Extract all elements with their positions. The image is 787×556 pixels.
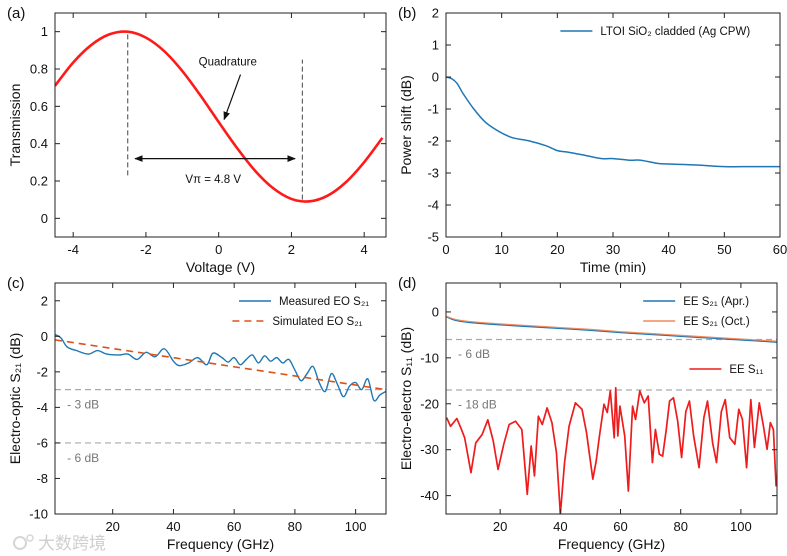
y-tick-label: 0.6 (30, 99, 48, 114)
y-axis-label: Electro-electro S₁₁ (dB) (398, 327, 414, 470)
y-tick-label: 0 (41, 211, 48, 226)
panel-label: (a) (7, 5, 25, 22)
legend: EE S₁₁ (689, 364, 763, 376)
x-tick-label: 0 (215, 242, 222, 257)
watermark-logo-icon (13, 534, 34, 550)
y-tick-label: -10 (420, 350, 439, 365)
x-tick-label: 2 (288, 242, 295, 257)
panel-c: - 3 dB - 6 dB 20 40 60 80 100 -10 -8 -6 -4 -2 0 2 Freq… (7, 275, 387, 552)
reference-label: - 18 dB (458, 398, 497, 412)
y-tick-label: -3 (427, 166, 439, 181)
y-tick-label: 2 (41, 293, 48, 308)
x-axis-label: Time (min) (580, 259, 646, 275)
y-tick-label: -20 (420, 396, 439, 411)
panel-a: Quadrature Vπ = 4.8 V -4 -2 0 2 4 0 0.2 0.4 0.6 0.8… (7, 5, 387, 275)
y-tick-label: 0.8 (30, 62, 48, 77)
y-tick-label: -8 (36, 471, 48, 486)
legend: Measured EO S₂₁ Simulated EO S₂₁ (232, 296, 369, 328)
x-tick-label: 40 (553, 519, 567, 534)
x-tick-label: 80 (673, 519, 687, 534)
y-tick-label: 0.4 (30, 136, 48, 151)
axes-box (54, 282, 387, 515)
series-line (55, 339, 386, 391)
x-tick-label: 20 (550, 242, 564, 257)
axes-box (54, 12, 387, 238)
legend-label: EE S₂₁ (Oct.) (683, 316, 750, 328)
annotation-text: Vπ = 4.8 V (185, 174, 241, 186)
y-axis-label: Transmission (7, 84, 23, 167)
y-axis-label: Electro-optic S₂₁ (dB) (7, 333, 23, 465)
series-line (55, 333, 386, 402)
y-tick-label: 0 (432, 304, 439, 319)
legend: EE S₂₁ (Apr.) EE S₂₁ (Oct.) (643, 296, 750, 328)
annotation-text: Quadrature (199, 56, 257, 68)
x-tick-label: 60 (613, 519, 627, 534)
y-tick-label: -5 (427, 230, 439, 245)
x-tick-label: 60 (227, 519, 241, 534)
reference-label: - 3 dB (67, 398, 99, 412)
y-axis-label: Power shift (dB) (398, 75, 414, 175)
y-tick-label: 0 (432, 70, 439, 85)
y-tick-label: -10 (29, 507, 48, 522)
annotation-arrow (223, 74, 242, 121)
x-axis-label: Frequency (GHz) (558, 536, 665, 552)
y-tick-label: -2 (427, 134, 439, 149)
series-line (446, 386, 777, 514)
x-tick-label: -2 (140, 242, 152, 257)
series-line (446, 315, 777, 342)
series-line (446, 76, 780, 168)
legend-label: LTOI SiO₂ cladded (Ag CPW) (600, 26, 750, 38)
y-tick-label: 0 (41, 329, 48, 344)
y-tick-label: -40 (420, 488, 439, 503)
x-tick-label: 4 (361, 242, 368, 257)
panel-label: (b) (398, 5, 416, 22)
y-tick-label: -4 (427, 198, 439, 213)
x-tick-label: 40 (166, 519, 180, 534)
x-tick-label: 40 (661, 242, 675, 257)
x-tick-label: 10 (494, 242, 508, 257)
legend: LTOI SiO₂ cladded (Ag CPW) (560, 26, 750, 38)
watermark: 大数跨境 (38, 534, 106, 553)
y-tick-label: -1 (427, 102, 439, 117)
reference-label: - 6 dB (458, 347, 490, 361)
y-tick-label: 1 (432, 38, 439, 53)
x-tick-label: 0 (442, 242, 449, 257)
axes-box (445, 282, 778, 515)
x-tick-label: 50 (717, 242, 731, 257)
reference-label: - 6 dB (67, 451, 99, 465)
x-tick-label: 100 (345, 519, 367, 534)
x-tick-label: 20 (105, 519, 119, 534)
y-tick-label: -4 (36, 400, 48, 415)
x-tick-label: 20 (493, 519, 507, 534)
series-line (55, 30, 384, 203)
y-tick-label: -6 (36, 435, 48, 450)
x-tick-label: 30 (606, 242, 620, 257)
x-axis-label: Voltage (V) (186, 259, 255, 275)
panel-d: - 6 dB - 18 dB 20 40 60 80 100 -40 -30 -20 -10 0 Fre… (398, 275, 778, 552)
panel-label: (d) (398, 275, 416, 292)
panel-label: (c) (7, 275, 25, 292)
series-line (446, 315, 777, 343)
y-tick-label: 1 (41, 24, 48, 39)
y-tick-label: -30 (420, 442, 439, 457)
axes-box (445, 12, 781, 238)
x-tick-label: 60 (773, 242, 787, 257)
legend-label: EE S₁₁ (729, 364, 763, 376)
x-tick-label: 80 (288, 519, 302, 534)
legend-label: Measured EO S₂₁ (279, 296, 369, 308)
x-tick-label: 100 (730, 519, 752, 534)
y-tick-label: 2 (432, 6, 439, 21)
legend-label: EE S₂₁ (Apr.) (683, 296, 749, 308)
x-axis-label: Frequency (GHz) (167, 536, 274, 552)
legend-label: Simulated EO S₂₁ (272, 316, 362, 328)
y-tick-label: 0.2 (30, 174, 48, 189)
panel-b: 0 10 20 30 40 50 60 -5 -4 -3 -2 -1 0 1 2 Time (min) Powe… (398, 5, 787, 275)
y-tick-label: -2 (36, 364, 48, 379)
x-tick-label: -4 (67, 242, 79, 257)
